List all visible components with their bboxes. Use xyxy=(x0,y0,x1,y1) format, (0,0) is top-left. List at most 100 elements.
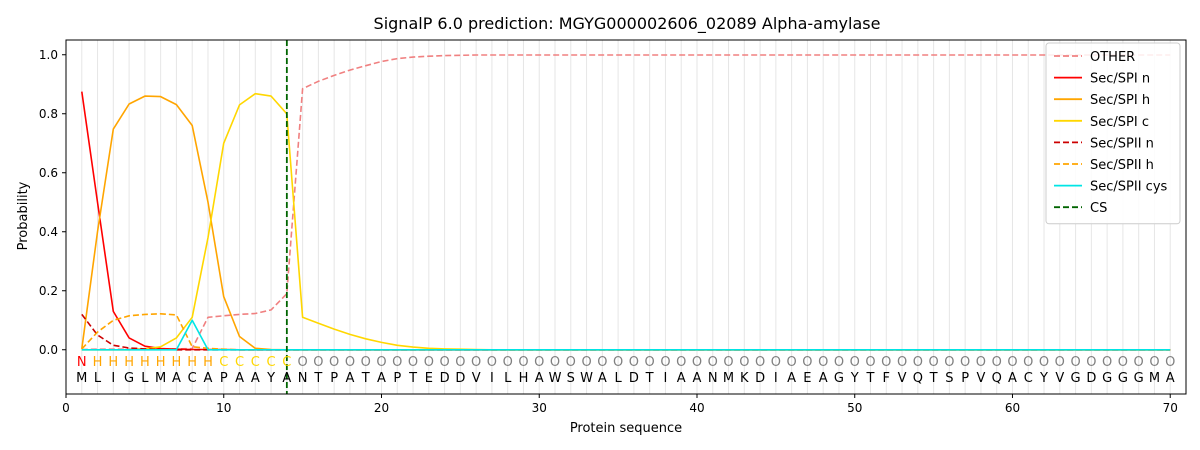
residue-label: K xyxy=(740,371,749,386)
legend-label: Sec/SPI c xyxy=(1090,115,1149,130)
residue-label: A xyxy=(787,371,796,386)
residue-label: M xyxy=(723,371,734,386)
region-label: H xyxy=(156,355,166,370)
residue-label: A xyxy=(598,371,607,386)
residue-label: E xyxy=(425,371,433,386)
residue-label: D xyxy=(1086,371,1096,386)
region-label: O xyxy=(629,355,639,370)
legend-label: Sec/SPII h xyxy=(1090,158,1154,173)
region-label: O xyxy=(361,355,371,370)
region-label: C xyxy=(267,355,276,370)
region-label: O xyxy=(1007,355,1017,370)
x-tick-label: 10 xyxy=(216,401,231,415)
residue-label: A xyxy=(282,371,291,386)
residue-label: T xyxy=(408,371,417,386)
residue-label: E xyxy=(803,371,811,386)
series-line-2 xyxy=(81,95,1171,351)
residue-label: D xyxy=(755,371,765,386)
residue-label: D xyxy=(455,371,465,386)
residue-label: P xyxy=(393,371,401,386)
region-label: O xyxy=(1165,355,1175,370)
region-label: O xyxy=(345,355,355,370)
region-label: H xyxy=(187,355,197,370)
x-tick-label: 30 xyxy=(532,401,547,415)
region-label: O xyxy=(1055,355,1065,370)
residue-label: M xyxy=(76,371,87,386)
y-tick-label: 0.8 xyxy=(39,107,58,121)
y-tick-label: 0.0 xyxy=(39,343,58,357)
x-tick-label: 20 xyxy=(374,401,389,415)
residue-label: S xyxy=(945,371,953,386)
x-tick-label: 60 xyxy=(1005,401,1020,415)
legend-label: Sec/SPII n xyxy=(1090,136,1154,151)
y-tick-label: 0.6 xyxy=(39,166,58,180)
x-tick-label: 40 xyxy=(689,401,704,415)
series-line-3 xyxy=(81,92,1171,351)
legend-label: Sec/SPII cys xyxy=(1090,180,1168,195)
residue-label: T xyxy=(929,371,938,386)
region-label: O xyxy=(645,355,655,370)
residue-label: L xyxy=(614,371,622,386)
residue-label: A xyxy=(172,371,181,386)
series-line-0 xyxy=(81,54,1171,351)
residue-label: V xyxy=(898,371,907,386)
residue-label: S xyxy=(567,371,575,386)
residue-label: A xyxy=(535,371,544,386)
residue-label: I xyxy=(490,371,494,386)
residue-label: F xyxy=(883,371,890,386)
region-label: O xyxy=(992,355,1002,370)
region-label: O xyxy=(755,355,765,370)
region-label: O xyxy=(1102,355,1112,370)
x-tick-label: 0 xyxy=(62,401,70,415)
x-tick-label: 50 xyxy=(847,401,862,415)
region-label: O xyxy=(660,355,670,370)
residue-label: N xyxy=(298,371,308,386)
region-label: C xyxy=(219,355,228,370)
region-label: O xyxy=(944,355,954,370)
residue-label: P xyxy=(220,371,228,386)
residue-label: D xyxy=(629,371,639,386)
residue-label: P xyxy=(961,371,969,386)
residue-label: G xyxy=(124,371,134,386)
region-label: O xyxy=(818,355,828,370)
region-label: C xyxy=(251,355,260,370)
region-label: O xyxy=(739,355,749,370)
region-label: O xyxy=(850,355,860,370)
region-label: O xyxy=(676,355,686,370)
residue-label: C xyxy=(1024,371,1033,386)
sequence-annotations: NMHLHIHGHLHMHAHCHACPCACACYCAONOTOPOAOTOA… xyxy=(76,355,1175,386)
region-label: O xyxy=(313,355,323,370)
legend-box xyxy=(1045,42,1181,225)
region-label: O xyxy=(1023,355,1033,370)
residue-label: N xyxy=(708,371,718,386)
y-tick-label: 1.0 xyxy=(39,48,58,62)
region-label: O xyxy=(298,355,308,370)
series-line-1 xyxy=(81,91,1171,351)
region-label: O xyxy=(692,355,702,370)
series-lines xyxy=(81,54,1171,351)
region-label: H xyxy=(93,355,103,370)
residue-label: V xyxy=(472,371,481,386)
residue-label: G xyxy=(1134,371,1144,386)
legend: OTHER Sec/SPI n Sec/SPI h Sec/SPI c Sec/SPII… xyxy=(1045,42,1181,225)
region-label: O xyxy=(455,355,465,370)
residue-label: T xyxy=(361,371,370,386)
region-label: H xyxy=(203,355,213,370)
region-label: O xyxy=(439,355,449,370)
residue-label: I xyxy=(774,371,778,386)
region-label: H xyxy=(172,355,182,370)
region-label: O xyxy=(518,355,528,370)
region-label: H xyxy=(108,355,118,370)
residue-label: A xyxy=(345,371,354,386)
residue-label: W xyxy=(549,371,562,386)
region-label: O xyxy=(1039,355,1049,370)
residue-label: T xyxy=(313,371,322,386)
region-label: O xyxy=(723,355,733,370)
residue-label: T xyxy=(645,371,654,386)
residue-label: Y xyxy=(1039,371,1048,386)
x-axis-label: Protein sequence xyxy=(570,421,682,436)
x-tick-label: 70 xyxy=(1163,401,1178,415)
residue-label: A xyxy=(204,371,213,386)
y-axis-label: Probability xyxy=(16,181,31,250)
